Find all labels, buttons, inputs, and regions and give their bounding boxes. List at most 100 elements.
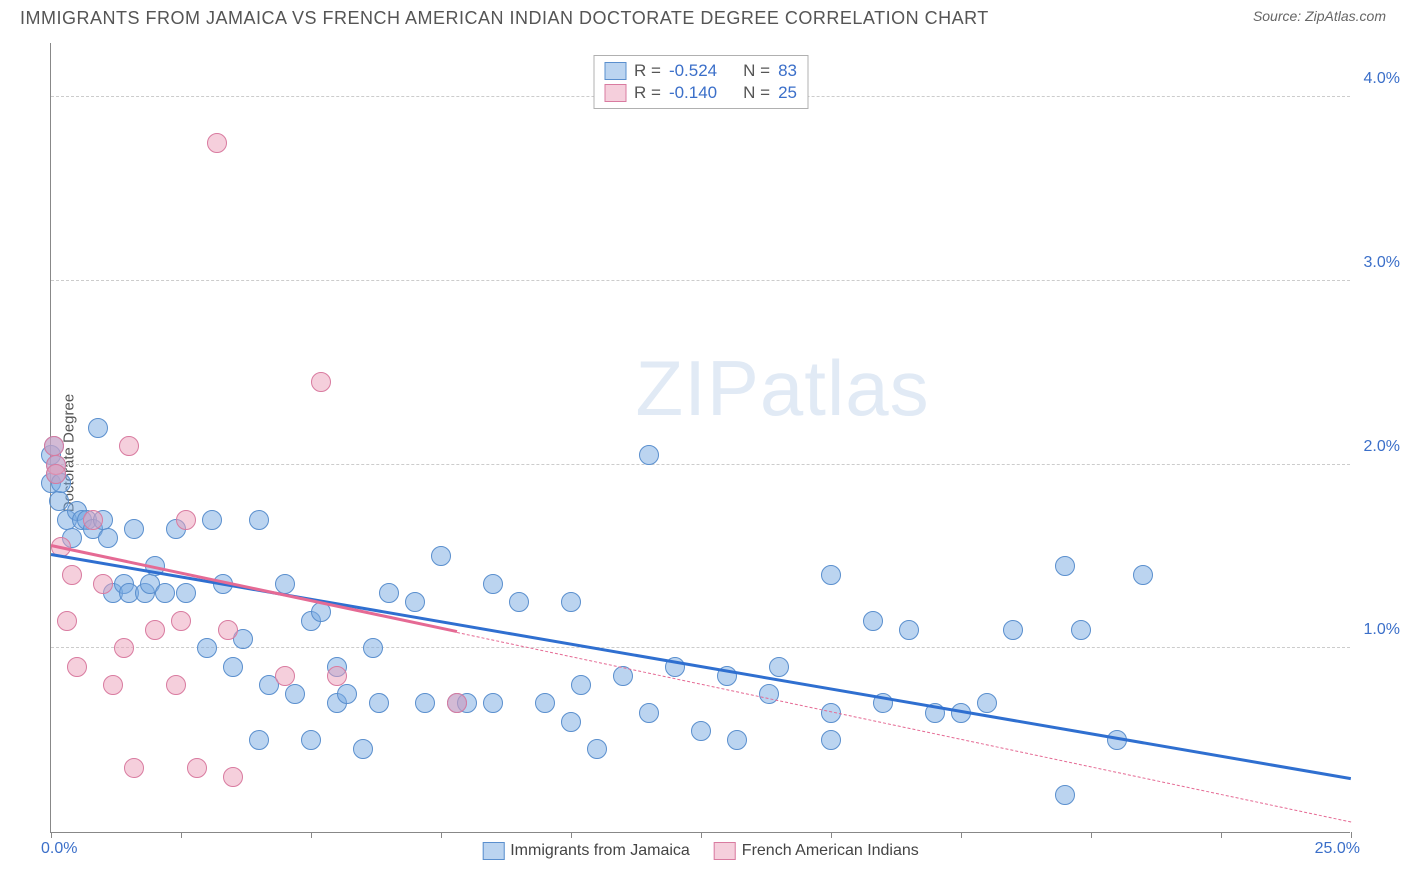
gridline [51, 464, 1350, 465]
data-point [223, 657, 243, 677]
r-label: R = [634, 83, 661, 103]
data-point [587, 739, 607, 759]
data-point [166, 675, 186, 695]
legend-swatch [482, 842, 504, 860]
data-point [98, 528, 118, 548]
data-point [223, 767, 243, 787]
n-value: 83 [778, 61, 797, 81]
correlation-row: R = -0.140 N = 25 [604, 82, 797, 104]
n-value: 25 [778, 83, 797, 103]
data-point [49, 491, 69, 511]
data-point [301, 730, 321, 750]
chart-header: IMMIGRANTS FROM JAMAICA VS FRENCH AMERIC… [0, 0, 1406, 33]
data-point [218, 620, 238, 640]
data-point [431, 546, 451, 566]
data-point [46, 464, 66, 484]
legend-item: Immigrants from Jamaica [482, 842, 690, 860]
data-point [769, 657, 789, 677]
data-point [275, 574, 295, 594]
r-value: -0.140 [669, 83, 717, 103]
data-point [187, 758, 207, 778]
x-tick [1351, 832, 1352, 838]
data-point [759, 684, 779, 704]
data-point [1055, 556, 1075, 576]
chart-container: Doctorate Degree ZIPatlas 1.0%2.0%3.0%4.… [0, 33, 1406, 873]
x-tick [571, 832, 572, 838]
data-point [119, 436, 139, 456]
data-point [207, 133, 227, 153]
data-point [535, 693, 555, 713]
data-point [405, 592, 425, 612]
data-point [363, 638, 383, 658]
n-label: N = [743, 61, 770, 81]
data-point [249, 730, 269, 750]
x-tick [831, 832, 832, 838]
data-point [62, 565, 82, 585]
data-point [249, 510, 269, 530]
data-point [171, 611, 191, 631]
data-point [93, 574, 113, 594]
data-point [863, 611, 883, 631]
data-point [1003, 620, 1023, 640]
data-point [124, 519, 144, 539]
x-tick [961, 832, 962, 838]
data-point [83, 510, 103, 530]
r-label: R = [634, 61, 661, 81]
x-tick [181, 832, 182, 838]
data-point [197, 638, 217, 658]
data-point [639, 445, 659, 465]
data-point [67, 657, 87, 677]
data-point [145, 620, 165, 640]
chart-title: IMMIGRANTS FROM JAMAICA VS FRENCH AMERIC… [20, 8, 989, 29]
data-point [821, 565, 841, 585]
y-tick-label: 2.0% [1354, 438, 1400, 456]
gridline [51, 280, 1350, 281]
legend-label: French American Indians [742, 842, 919, 860]
x-tick [1091, 832, 1092, 838]
data-point [337, 684, 357, 704]
x-tick [1221, 832, 1222, 838]
data-point [821, 730, 841, 750]
data-point [155, 583, 175, 603]
data-point [88, 418, 108, 438]
data-point [727, 730, 747, 750]
data-point [202, 510, 222, 530]
legend-swatch [714, 842, 736, 860]
data-point [899, 620, 919, 640]
data-point [1133, 565, 1153, 585]
y-tick-label: 3.0% [1354, 254, 1400, 272]
n-label: N = [743, 83, 770, 103]
x-tick [51, 832, 52, 838]
data-point [639, 703, 659, 723]
data-point [285, 684, 305, 704]
data-point [44, 436, 64, 456]
data-point [176, 510, 196, 530]
plot-area: ZIPatlas 1.0%2.0%3.0%4.0%0.0%25.0%R =-0.… [50, 43, 1350, 833]
legend-swatch [604, 84, 626, 102]
data-point [176, 583, 196, 603]
data-point [571, 675, 591, 695]
trend-line-extrapolated [456, 632, 1351, 823]
x-tick [441, 832, 442, 838]
data-point [369, 693, 389, 713]
legend-item: French American Indians [714, 842, 919, 860]
data-point [1055, 785, 1075, 805]
x-axis-max-label: 25.0% [1315, 840, 1360, 858]
data-point [124, 758, 144, 778]
legend-label: Immigrants from Jamaica [510, 842, 690, 860]
x-axis-min-label: 0.0% [41, 840, 77, 858]
correlation-legend: R =-0.524N =83R =-0.140N =25 [593, 55, 808, 109]
data-point [275, 666, 295, 686]
data-point [561, 712, 581, 732]
data-point [561, 592, 581, 612]
data-point [509, 592, 529, 612]
series-legend: Immigrants from Jamaica French American I… [482, 842, 919, 860]
source-label: Source: ZipAtlas.com [1253, 8, 1386, 24]
data-point [57, 611, 77, 631]
y-tick-label: 1.0% [1354, 621, 1400, 639]
x-tick [311, 832, 312, 838]
data-point [483, 574, 503, 594]
y-tick-label: 4.0% [1354, 70, 1400, 88]
legend-swatch [604, 62, 626, 80]
data-point [353, 739, 373, 759]
